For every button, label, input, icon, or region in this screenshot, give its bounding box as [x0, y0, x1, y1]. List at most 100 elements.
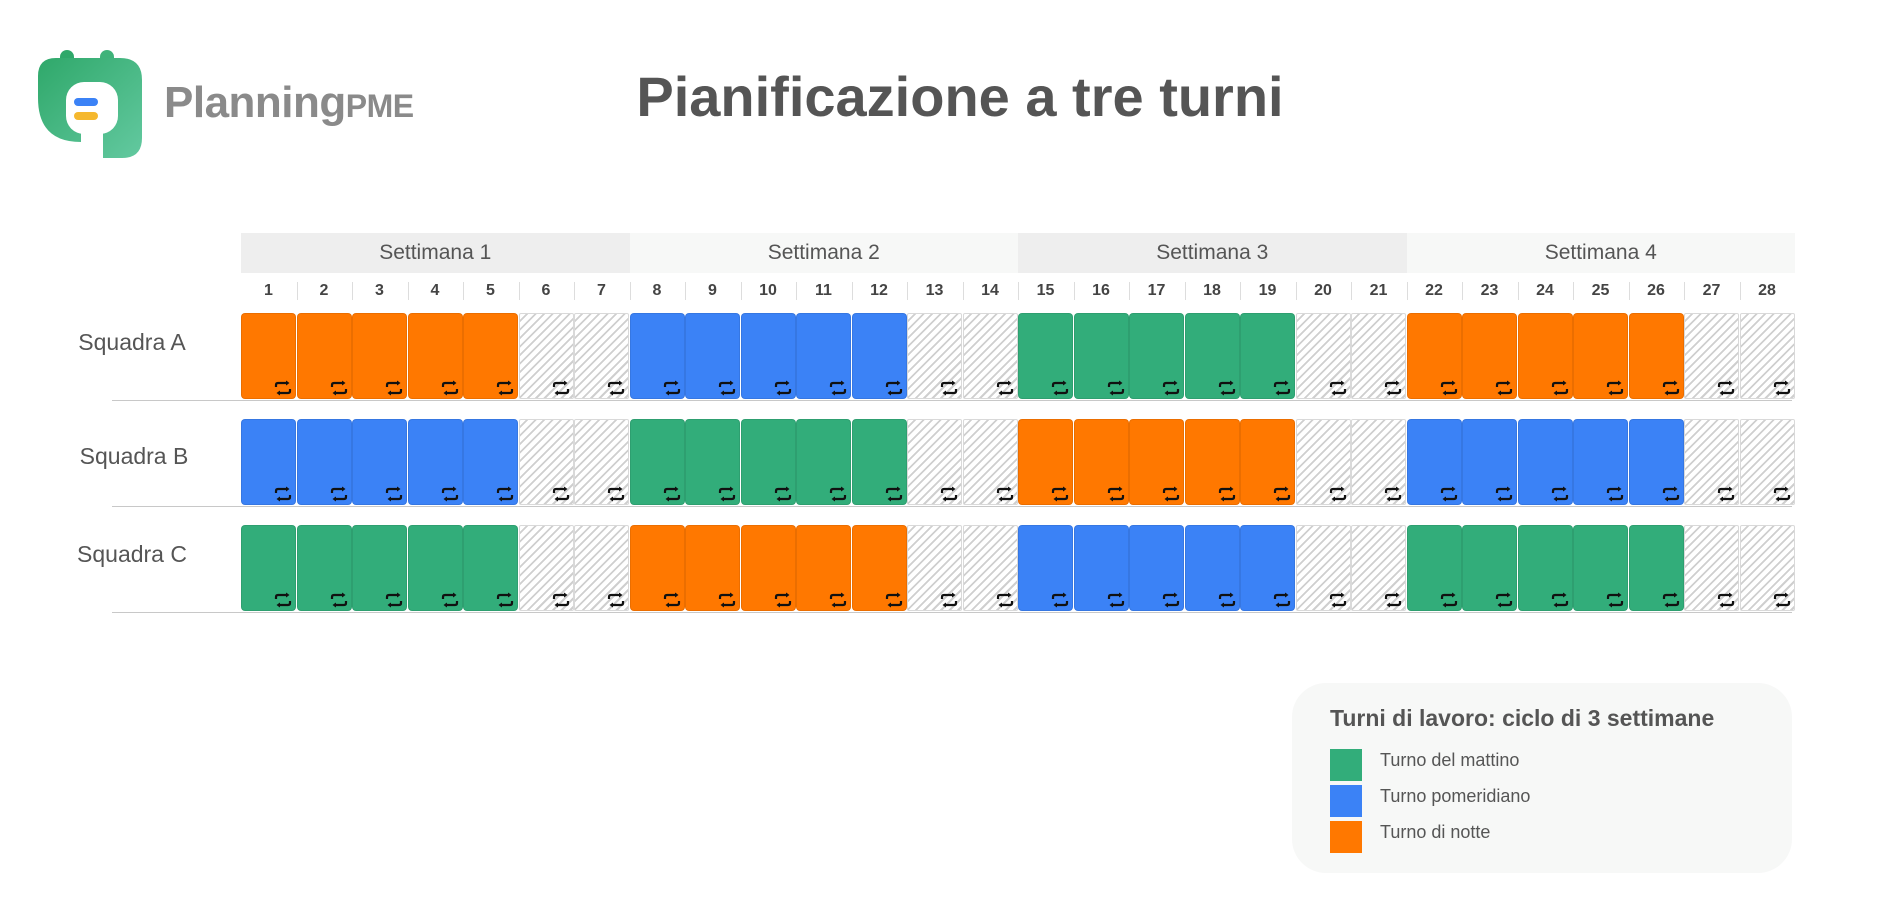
- shift-cell-day[interactable]: [1240, 525, 1295, 611]
- shift-cell-morning[interactable]: [296, 525, 352, 611]
- shift-cell-day[interactable]: [1184, 525, 1240, 611]
- day-number: 26: [1647, 282, 1665, 299]
- shift-cell-night[interactable]: [1628, 313, 1684, 399]
- shift-cell-day[interactable]: [1073, 525, 1129, 611]
- shift-cell-night[interactable]: [407, 313, 463, 399]
- day-off-cell[interactable]: [1739, 419, 1795, 505]
- shift-cell-morning[interactable]: [241, 525, 296, 611]
- shift-cell-day[interactable]: [1573, 419, 1628, 505]
- shift-cell-morning[interactable]: [1573, 525, 1628, 611]
- shift-cell-morning[interactable]: [1406, 525, 1462, 611]
- shift-cell-day[interactable]: [1018, 525, 1073, 611]
- shift-cell-morning[interactable]: [1517, 525, 1573, 611]
- shift-cell-day[interactable]: [241, 419, 296, 505]
- day-off-cell[interactable]: [907, 419, 962, 505]
- shift-cell-morning[interactable]: [796, 419, 851, 505]
- repeat-icon: [1161, 592, 1181, 608]
- repeat-icon: [1272, 380, 1292, 396]
- day-off-cell[interactable]: [962, 525, 1018, 611]
- shift-cell-day[interactable]: [463, 419, 518, 505]
- day-off-cell[interactable]: [1351, 313, 1406, 399]
- day-off-cell[interactable]: [518, 313, 574, 399]
- shift-cell-night[interactable]: [1462, 313, 1517, 399]
- day-number: 4: [430, 282, 440, 299]
- day-off-cell[interactable]: [1351, 419, 1406, 505]
- day-number: 13: [925, 282, 944, 299]
- shift-cell-morning[interactable]: [1129, 313, 1184, 399]
- shift-cell-night[interactable]: [685, 525, 740, 611]
- day-off-cell[interactable]: [907, 313, 962, 399]
- day-off-cell[interactable]: [574, 313, 629, 399]
- shift-cell-night[interactable]: [1406, 313, 1462, 399]
- shift-cell-morning[interactable]: [740, 419, 796, 505]
- day-separator: [1295, 282, 1297, 300]
- shift-cell-night[interactable]: [1018, 419, 1073, 505]
- shift-cell-night[interactable]: [352, 313, 407, 399]
- shift-cell-day[interactable]: [796, 313, 851, 399]
- shift-cell-morning[interactable]: [1184, 313, 1240, 399]
- shift-cell-morning[interactable]: [629, 419, 685, 505]
- shift-cell-day[interactable]: [1462, 419, 1517, 505]
- shift-cell-night[interactable]: [1573, 313, 1628, 399]
- shift-cell-night[interactable]: [740, 525, 796, 611]
- shift-cell-night[interactable]: [629, 525, 685, 611]
- shift-cell-night[interactable]: [1240, 419, 1295, 505]
- shift-cell-night[interactable]: [851, 525, 907, 611]
- shift-cell-morning[interactable]: [1462, 525, 1517, 611]
- day-off-cell[interactable]: [1684, 313, 1739, 399]
- shift-cell-morning[interactable]: [463, 525, 518, 611]
- shift-cell-day[interactable]: [851, 313, 907, 399]
- shift-cell-morning[interactable]: [851, 419, 907, 505]
- day-off-cell[interactable]: [907, 525, 962, 611]
- shift-cell-day[interactable]: [352, 419, 407, 505]
- shift-cell-night[interactable]: [1184, 419, 1240, 505]
- day-off-cell[interactable]: [1739, 313, 1795, 399]
- day-number: 15: [1036, 282, 1055, 299]
- logo-suffix: PME: [345, 88, 414, 124]
- shift-cell-day[interactable]: [1628, 419, 1684, 505]
- shift-cell-night[interactable]: [1517, 313, 1573, 399]
- day-number: 5: [486, 282, 495, 299]
- shift-cell-night[interactable]: [1129, 419, 1184, 505]
- day-off-cell[interactable]: [962, 313, 1018, 399]
- shift-cell-night[interactable]: [1073, 419, 1129, 505]
- shift-cell-morning[interactable]: [1628, 525, 1684, 611]
- shift-cell-night[interactable]: [241, 313, 296, 399]
- day-off-cell[interactable]: [574, 419, 629, 505]
- repeat-icon: [384, 592, 404, 608]
- shift-cell-day[interactable]: [629, 313, 685, 399]
- shift-cell-day[interactable]: [685, 313, 740, 399]
- day-off-cell[interactable]: [1295, 419, 1351, 505]
- day-off-cell[interactable]: [1684, 525, 1739, 611]
- shift-cell-morning[interactable]: [352, 525, 407, 611]
- day-off-cell[interactable]: [1351, 525, 1406, 611]
- shift-cell-morning[interactable]: [1018, 313, 1073, 399]
- day-off-cell[interactable]: [962, 419, 1018, 505]
- shift-cell-day[interactable]: [1517, 419, 1573, 505]
- day-off-cell[interactable]: [1684, 419, 1739, 505]
- shift-cell-morning[interactable]: [1240, 313, 1295, 399]
- day-off-cell[interactable]: [1295, 313, 1351, 399]
- shift-cell-day[interactable]: [407, 419, 463, 505]
- shift-cell-day[interactable]: [740, 313, 796, 399]
- repeat-icon: [995, 592, 1015, 608]
- day-off-cell[interactable]: [1739, 525, 1795, 611]
- repeat-icon: [828, 592, 848, 608]
- shift-cell-day[interactable]: [1406, 419, 1462, 505]
- team-label: Squadra B: [79, 443, 189, 469]
- shift-cell-day[interactable]: [1129, 525, 1184, 611]
- shift-cell-morning[interactable]: [407, 525, 463, 611]
- shift-cell-morning[interactable]: [685, 419, 740, 505]
- shift-cell-day[interactable]: [296, 419, 352, 505]
- day-separator: [1184, 282, 1186, 300]
- shift-cell-morning[interactable]: [1073, 313, 1129, 399]
- shift-cell-night[interactable]: [796, 525, 851, 611]
- shift-cell-night[interactable]: [296, 313, 352, 399]
- day-off-cell[interactable]: [574, 525, 629, 611]
- day-separator: [352, 282, 353, 300]
- day-off-cell[interactable]: [518, 419, 574, 505]
- day-off-cell[interactable]: [518, 525, 574, 611]
- day-off-cell[interactable]: [1295, 525, 1351, 611]
- day-number: 8: [652, 282, 662, 299]
- shift-cell-night[interactable]: [463, 313, 518, 399]
